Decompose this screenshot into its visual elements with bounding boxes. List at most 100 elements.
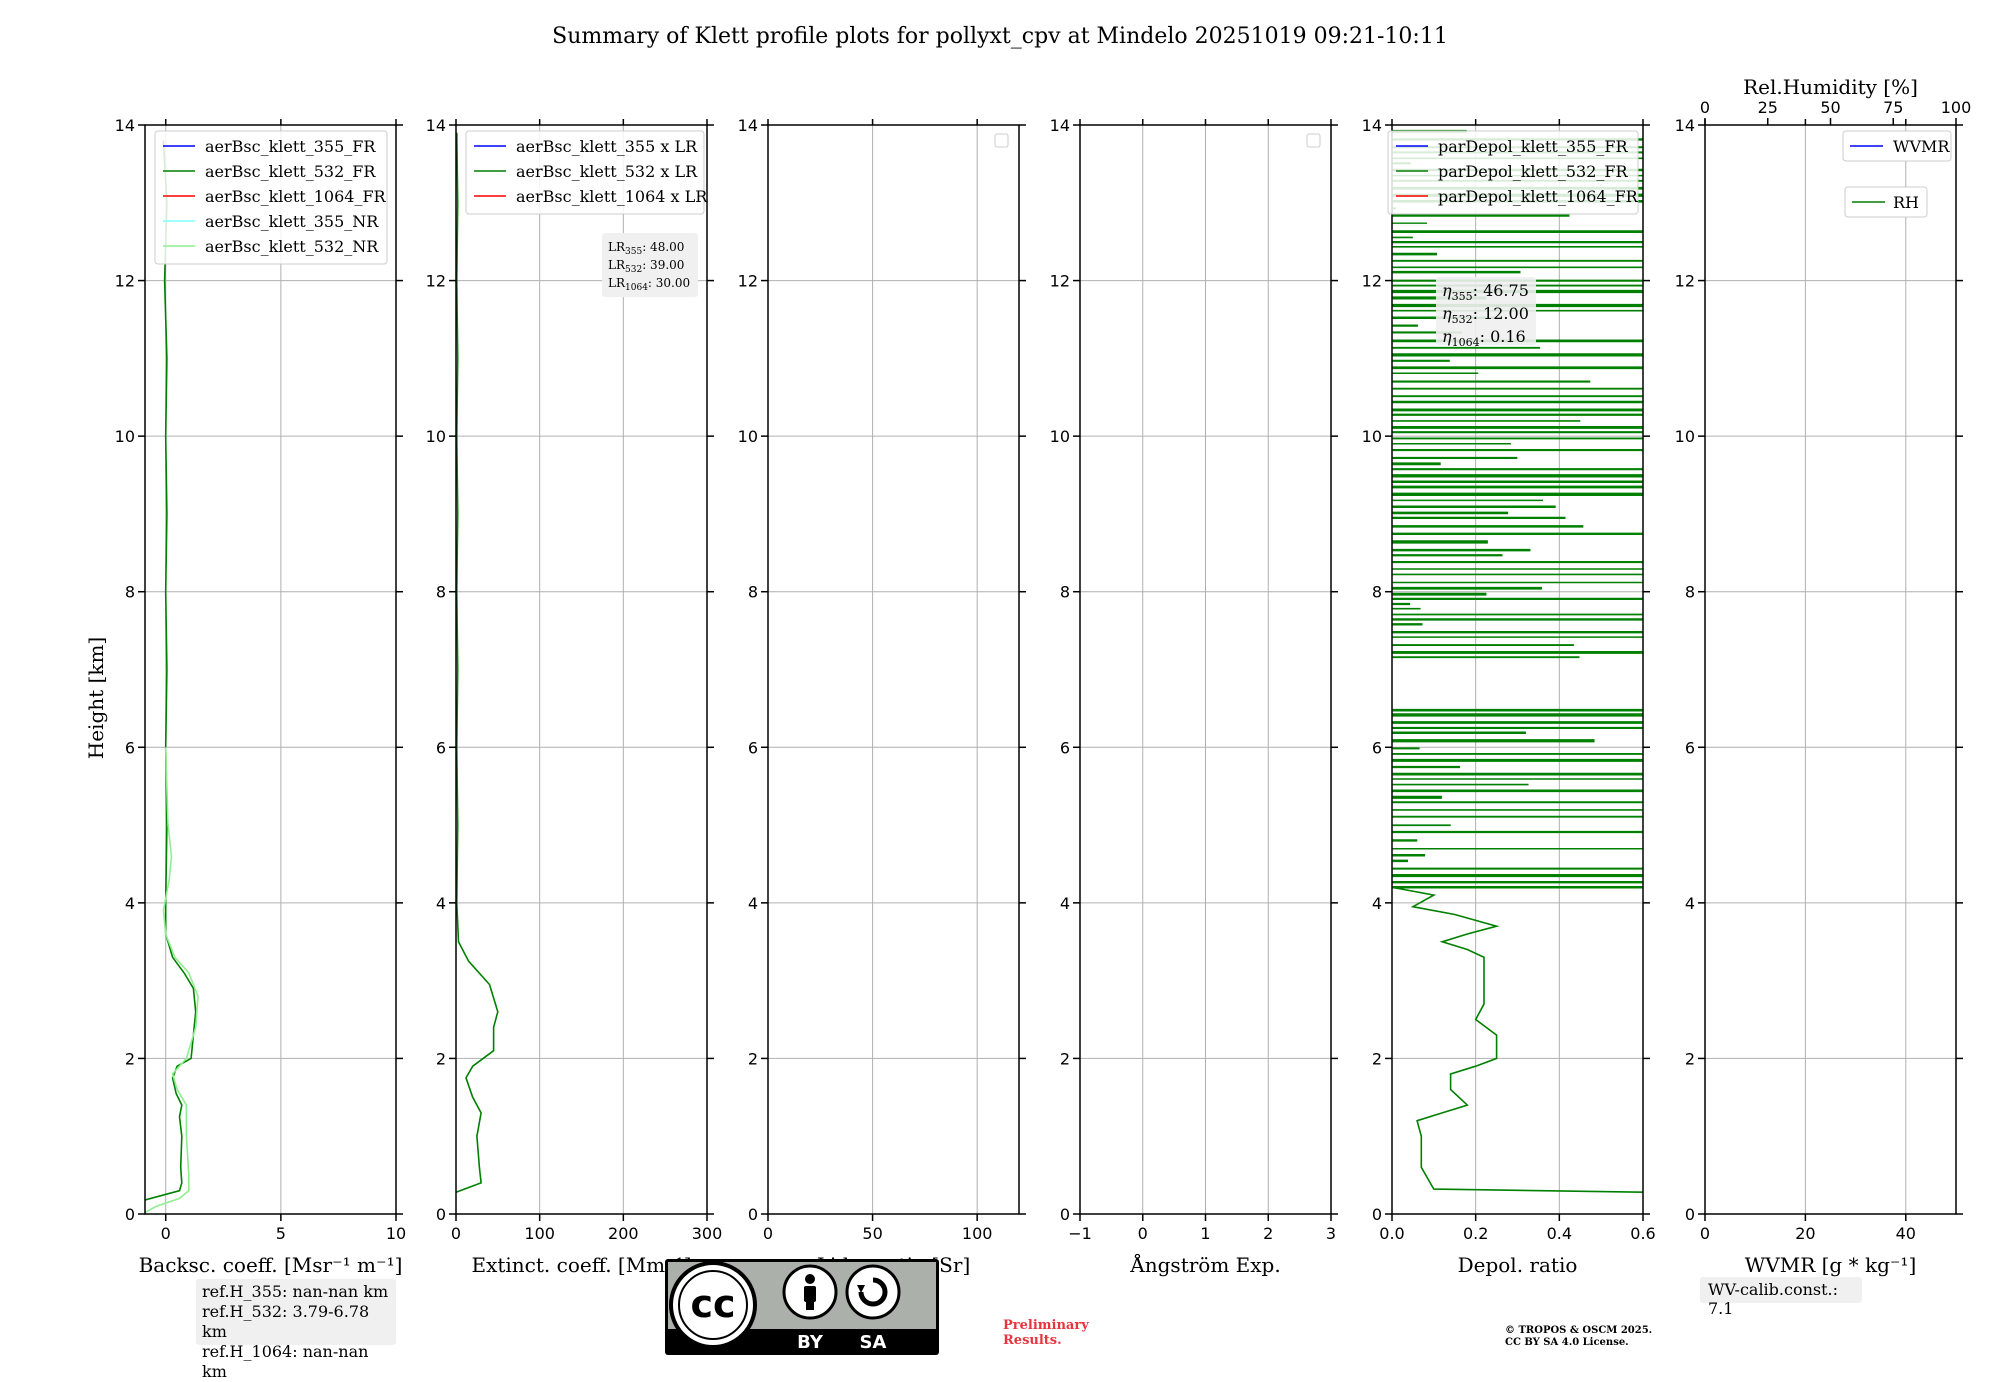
y-tick-label: 2: [1372, 1049, 1382, 1068]
y-tick-label: 4: [1372, 894, 1382, 913]
axes-frame: [1704, 124, 1957, 1215]
top-x-tick-label: 50: [1820, 98, 1840, 117]
legend-label: aerBsc_klett_532_NR: [205, 237, 379, 256]
legend-label: parDepol_klett_355_FR: [1438, 137, 1629, 156]
x-tick-label: 3: [1326, 1224, 1336, 1243]
wv-calibration-box: WV-calib.const.: 7.1: [1700, 1277, 1862, 1318]
cc-label: cc: [690, 1282, 735, 1326]
eta-annotation-line: η355: 46.75: [1442, 281, 1529, 303]
legend-label: aerBsc_klett_1064 x LR: [516, 187, 708, 206]
panel-wv: 0 2 4 6 8 10 12 14 0 20 40 WVMR [g * kg⁻¹] WVMR RH 0 25…: [1675, 75, 1972, 1277]
legend-box-rh: [1844, 186, 1928, 218]
lr-annotation-line: LR532: 39.00: [608, 258, 684, 275]
y-tick-label: 12: [1675, 272, 1695, 291]
empty-legend-box: [1306, 133, 1321, 148]
legend-label: parDepol_klett_1064_FR: [1438, 187, 1639, 206]
x-tick-label: 300: [692, 1224, 723, 1243]
lr-annotation-line: LR355: 48.00: [608, 240, 684, 257]
x-tick-label: −1: [1068, 1224, 1092, 1243]
x-axis-label: Depol. ratio: [1458, 1253, 1578, 1277]
legend-label: aerBsc_klett_1064_FR: [205, 187, 387, 206]
legend-label: aerBsc_klett_532_FR: [205, 162, 376, 181]
y-tick-label: 8: [436, 583, 446, 602]
y-tick-label: 10: [1675, 427, 1695, 446]
y-tick-label: 10: [738, 427, 758, 446]
y-tick-label: 12: [426, 272, 446, 291]
reference-height-box: ref.H_355: nan-nan km ref.H_532: 3.79-6.…: [196, 1279, 396, 1381]
legend-label: RH: [1893, 193, 1919, 212]
y-tick-label: 6: [1372, 738, 1382, 757]
preliminary-line-2: Results.: [1003, 1333, 1062, 1348]
top-x-tick-label: 0: [1700, 98, 1710, 117]
y-tick-label: 6: [1685, 738, 1695, 757]
panel-lr: 02468101214050100Lidar ratio [Sr]: [738, 116, 1026, 1277]
y-tick-label: 4: [1685, 894, 1695, 913]
y-tick-label: 4: [748, 894, 758, 913]
axes-frame: [455, 124, 708, 1215]
axes-frame: [767, 124, 1020, 1215]
y-tick-label: 8: [748, 583, 758, 602]
y-axis-label: Height [km]: [84, 637, 108, 759]
legend-label: WVMR: [1893, 137, 1950, 156]
by-label: BY: [797, 1332, 824, 1353]
y-tick-label: 0: [125, 1205, 135, 1224]
x-tick-label: 100: [524, 1224, 555, 1243]
x-tick-label: 200: [608, 1224, 639, 1243]
eta-annotation-box: [1436, 277, 1536, 345]
legend-label: aerBsc_klett_355_FR: [205, 137, 376, 156]
x-axis-label: Ångström Exp.: [1129, 1252, 1280, 1277]
x-tick-label: 2: [1263, 1224, 1273, 1243]
y-tick-label: 0: [748, 1205, 758, 1224]
y-tick-label: 6: [125, 738, 135, 757]
x-tick-label: 0: [1700, 1224, 1710, 1243]
y-tick-label: 14: [115, 116, 135, 135]
y-tick-label: 4: [125, 894, 135, 913]
axes-frame: [1391, 124, 1644, 1215]
y-tick-label: 10: [1050, 427, 1070, 446]
y-tick-label: 8: [1685, 583, 1695, 602]
panel-bsc: 0 2 4 6 8 10 12 14 0 5 10 Backsc. coeff. [Msr⁻¹ m⁻¹…: [115, 116, 407, 1277]
x-tick-label: 0: [161, 1224, 171, 1243]
y-tick-label: 12: [738, 272, 758, 291]
copyright-line-1: © TROPOS & OSCM 2025.: [1505, 1325, 1653, 1336]
ref-height-355: ref.H_355: nan-nan km: [202, 1282, 389, 1301]
legend-label: aerBsc_klett_355 x LR: [516, 137, 698, 156]
legend-box-wvmr: [1842, 130, 1952, 162]
eta-annotation-line: η1064: 0.16: [1442, 327, 1526, 349]
y-tick-label: 8: [1060, 583, 1070, 602]
wv-calibration-text: WV-calib.const.: 7.1: [1708, 1280, 1839, 1318]
legend-label: parDepol_klett_532_FR: [1438, 162, 1629, 181]
y-tick-label: 2: [436, 1049, 446, 1068]
y-tick-label: 4: [1060, 894, 1070, 913]
y-tick-label: 2: [1060, 1049, 1070, 1068]
figure-title: Summary of Klett profile plots for polly…: [552, 24, 1448, 49]
top-x-axis-label: Rel.Humidity [%]: [1743, 75, 1918, 99]
y-tick-label: 14: [738, 116, 758, 135]
y-tick-label: 0: [1685, 1205, 1695, 1224]
series-line: [145, 747, 199, 1214]
share-alike-icon: [845, 1264, 901, 1320]
lr-annotation-box: [602, 233, 698, 297]
x-axis-label: WVMR [g * kg⁻¹]: [1745, 1253, 1917, 1277]
y-tick-label: 10: [115, 427, 135, 446]
x-axis-label: Backsc. coeff. [Msr⁻¹ m⁻¹]: [139, 1253, 403, 1277]
x-tick-label: 0.2: [1463, 1224, 1488, 1243]
y-tick-label: 0: [436, 1205, 446, 1224]
lr-annotation-line: LR1064: 30.00: [608, 276, 690, 293]
series-line: [145, 140, 197, 1201]
legend-box: [154, 130, 388, 265]
y-tick-label: 6: [1060, 738, 1070, 757]
y-tick-label: 6: [436, 738, 446, 757]
x-tick-label: 0: [1138, 1224, 1148, 1243]
y-tick-label: 14: [426, 116, 446, 135]
top-x-tick-label: 100: [1941, 98, 1972, 117]
y-tick-label: 8: [125, 583, 135, 602]
y-tick-label: 2: [125, 1049, 135, 1068]
copyright-note: © TROPOS & OSCM 2025. CC BY SA 4.0 Licen…: [1505, 1325, 1652, 1349]
x-tick-label: 0.0: [1379, 1224, 1404, 1243]
y-tick-label: 0: [1060, 1205, 1070, 1224]
y-tick-label: 10: [426, 427, 446, 446]
